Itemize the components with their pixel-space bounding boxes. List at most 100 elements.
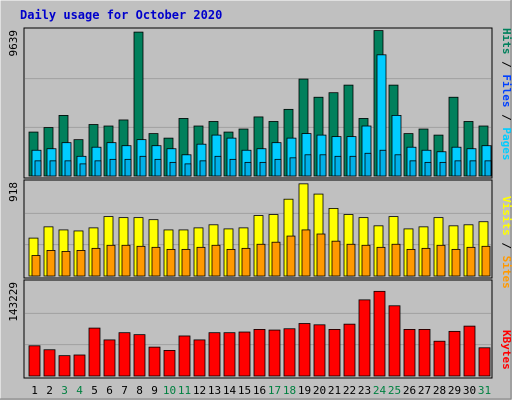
sites-bar-day-30 xyxy=(466,246,476,277)
sites-bar-day-23 xyxy=(361,244,371,277)
legend-files: Files xyxy=(500,74,512,107)
bottom-panel xyxy=(23,279,493,379)
sites-bar-day-13 xyxy=(211,244,221,277)
x-tick-label: 4 xyxy=(76,384,83,397)
x-tick-label: 10 xyxy=(163,384,176,397)
sites-bar-day-10 xyxy=(166,248,176,277)
kbytes-bar-day-13 xyxy=(208,332,221,377)
kbytes-bar-day-20 xyxy=(313,324,326,377)
sites-bar-day-29 xyxy=(451,248,461,277)
x-tick-label: 11 xyxy=(178,384,191,397)
pages-bar-day-3 xyxy=(64,160,72,177)
x-tick-label: 2 xyxy=(46,384,53,397)
middle-legend: Visits / Sites xyxy=(500,196,512,289)
x-tick-label: 9 xyxy=(151,384,158,397)
sites-bar-day-31 xyxy=(481,245,491,277)
sites-bar-day-20 xyxy=(316,233,326,277)
kbytes-bar-day-24 xyxy=(373,290,386,377)
pages-bar-day-29 xyxy=(454,160,462,177)
x-axis-labels: 1 2 3 4 5 6 7 8 9 10 11 12 13 14 15 16 17 18 19 20 21 22 23 24 2… xyxy=(31,384,491,397)
x-tick-label: 26 xyxy=(403,384,416,397)
kbytes-bar-day-31 xyxy=(478,347,491,377)
kbytes-bar-day-4 xyxy=(73,354,86,377)
pages-bar-day-8 xyxy=(139,155,147,177)
x-tick-label: 20 xyxy=(313,384,326,397)
kbytes-bar-day-22 xyxy=(343,323,356,377)
sites-bar-day-27 xyxy=(421,247,431,277)
sites-bar-day-21 xyxy=(331,240,341,277)
chart-title: Daily usage for October 2020 xyxy=(20,8,222,22)
top-panel xyxy=(23,27,493,179)
sites-bar-day-1 xyxy=(31,255,41,277)
pages-bar-day-7 xyxy=(124,158,132,177)
pages-bar-day-24 xyxy=(379,149,387,177)
x-tick-label: 7 xyxy=(121,384,128,397)
top-legend: Hits / Files / Pages xyxy=(500,28,512,161)
kbytes-bar-day-2 xyxy=(43,349,56,377)
pages-bar-day-17 xyxy=(274,158,282,177)
sites-bar-day-24 xyxy=(376,246,386,277)
kbytes-bar-day-26 xyxy=(403,329,416,377)
pages-bar-day-26 xyxy=(409,160,417,177)
pages-bar-day-11 xyxy=(184,163,192,177)
x-tick-label: 30 xyxy=(463,384,476,397)
sites-bar-day-26 xyxy=(406,248,416,277)
pages-bar-day-15 xyxy=(244,161,252,177)
legend-visits: Visits xyxy=(500,196,512,236)
kbytes-bar-day-5 xyxy=(88,327,101,377)
pages-bar-day-28 xyxy=(439,161,447,177)
kbytes-bar-day-25 xyxy=(388,305,401,377)
sites-bar-day-12 xyxy=(196,246,206,277)
middle-panel xyxy=(23,179,493,279)
x-tick-label: 6 xyxy=(106,384,113,397)
x-tick-label: 23 xyxy=(358,384,371,397)
sites-bar-day-2 xyxy=(46,250,56,277)
kbytes-bar-day-9 xyxy=(148,346,161,377)
kbytes-bar-day-11 xyxy=(178,335,191,377)
pages-bar-day-13 xyxy=(214,155,222,177)
kbytes-bar-day-16 xyxy=(253,329,266,377)
kbytes-bar-day-21 xyxy=(328,329,341,377)
x-tick-label: 17 xyxy=(268,384,281,397)
kbytes-bar-day-3 xyxy=(58,355,71,377)
pages-bar-day-31 xyxy=(484,160,492,177)
x-tick-label: 19 xyxy=(298,384,311,397)
sites-bar-day-22 xyxy=(346,243,356,277)
kbytes-bar-day-12 xyxy=(193,339,206,377)
middle-y-max-label: 918 xyxy=(7,182,20,202)
sites-bar-day-6 xyxy=(106,244,116,277)
kbytes-bar-day-6 xyxy=(103,339,116,377)
sites-bar-day-11 xyxy=(181,248,191,277)
kbytes-bar-day-29 xyxy=(448,330,461,377)
pages-bar-day-9 xyxy=(154,158,162,177)
sites-bar-day-19 xyxy=(301,229,311,277)
sites-bar-day-25 xyxy=(391,243,401,277)
pages-bar-day-4 xyxy=(79,163,87,177)
pages-bar-day-6 xyxy=(109,158,117,177)
sites-bar-day-4 xyxy=(76,250,86,277)
x-tick-label: 21 xyxy=(328,384,341,397)
pages-bar-day-30 xyxy=(469,160,477,177)
pages-bar-day-25 xyxy=(394,154,402,177)
x-tick-label: 1 xyxy=(31,384,38,397)
x-tick-label: 14 xyxy=(223,384,237,397)
pages-bar-day-12 xyxy=(199,160,207,177)
sites-bar-day-15 xyxy=(241,247,251,277)
x-tick-label: 27 xyxy=(418,384,431,397)
sites-bar-day-28 xyxy=(436,244,446,277)
sites-bar-day-5 xyxy=(91,247,101,277)
kbytes-bar-day-27 xyxy=(418,329,431,377)
legend-hits: Hits xyxy=(500,28,512,55)
kbytes-bar-day-23 xyxy=(358,299,371,377)
x-tick-label: 24 xyxy=(373,384,387,397)
sites-bar-day-16 xyxy=(256,243,266,277)
pages-bar-day-10 xyxy=(169,161,177,177)
svg-text:Hits / Files / Pages: Hits / Files / Pages xyxy=(500,28,512,161)
sites-bar-day-9 xyxy=(151,246,161,277)
kbytes-bar-day-14 xyxy=(223,332,236,377)
x-tick-label: 31 xyxy=(478,384,491,397)
kbytes-bar-day-7 xyxy=(118,332,131,377)
sites-bar-day-14 xyxy=(226,248,236,277)
kbytes-bar-day-19 xyxy=(298,323,311,377)
x-tick-label: 16 xyxy=(253,384,266,397)
